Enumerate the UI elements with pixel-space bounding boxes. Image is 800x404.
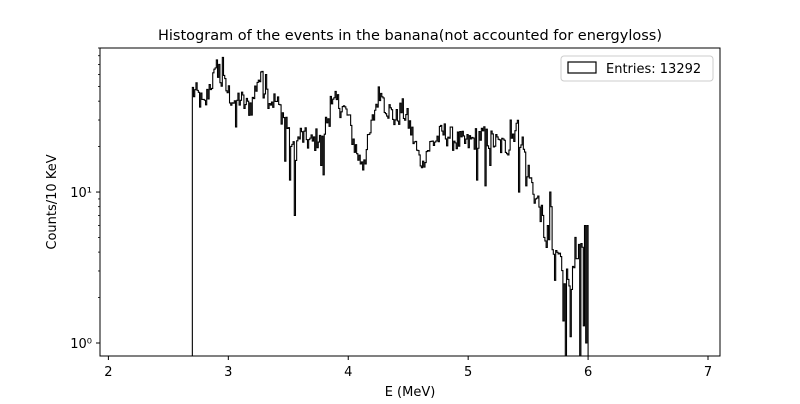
x-tick-label: 3 [224, 365, 232, 380]
x-tick-label: 4 [344, 365, 352, 380]
legend-swatch [567, 61, 597, 74]
y-axis-label: Counts/10 KeV [45, 154, 60, 249]
axes-frame [99, 47, 721, 357]
x-tick-label: 5 [464, 365, 472, 380]
x-axis: 2 3 4 5 6 7 [104, 356, 712, 380]
plot-area [191, 56, 589, 357]
y-tick-label: 10¹ [70, 186, 92, 201]
x-tick-label: 2 [104, 365, 112, 380]
legend-entry: Entries: 13292 [606, 62, 701, 77]
chart-title: Histogram of the events in the banana(no… [158, 28, 662, 44]
histogram-step-line [191, 56, 589, 357]
x-axis-label: E (MeV) [385, 385, 436, 400]
y-tick-label: 10⁰ [70, 337, 92, 352]
legend-box [560, 55, 714, 82]
legend: Entries: 13292 [560, 55, 714, 82]
x-tick-label: 6 [584, 365, 592, 380]
x-tick-label: 7 [704, 365, 712, 380]
y-axis: 10⁰ 10¹ [70, 47, 100, 352]
